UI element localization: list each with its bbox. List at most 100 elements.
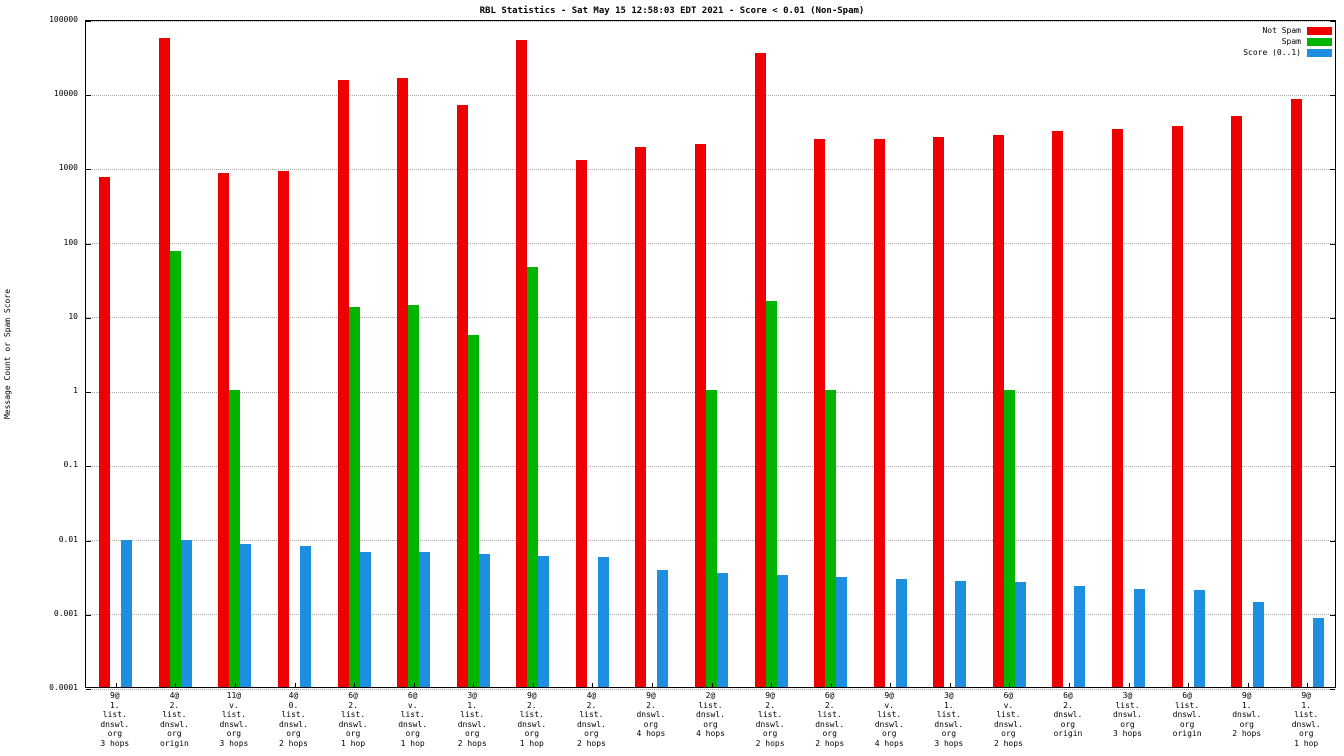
gridline bbox=[86, 688, 1335, 690]
bar-score-0-1 bbox=[538, 556, 550, 687]
x-axis-label: 4@ 0. list. dnswl. org 2 hops bbox=[279, 691, 308, 748]
x-axis-label: 9@ v. list. dnswl. org 4 hops bbox=[874, 691, 904, 748]
x-axis-tick bbox=[1307, 683, 1309, 687]
legend-label-score: Score (0..1) bbox=[1243, 48, 1301, 57]
legend-swatch-score bbox=[1307, 48, 1332, 57]
x-axis-tick bbox=[1128, 683, 1130, 687]
bar-not-spam bbox=[933, 136, 945, 687]
bar-not-spam bbox=[516, 40, 528, 687]
y-axis-tick bbox=[1330, 21, 1335, 22]
bar-score-0-1 bbox=[597, 557, 609, 687]
y-tick-label: 0.1 bbox=[63, 460, 78, 470]
x-axis-label: 2@ list. dnswl. org 4 hops bbox=[696, 691, 725, 738]
bar-score-0-1 bbox=[240, 543, 252, 687]
y-axis-tick bbox=[1330, 95, 1335, 97]
bar-spam bbox=[825, 390, 837, 687]
y-axis-tick bbox=[1330, 689, 1335, 690]
bar-spam bbox=[408, 305, 420, 687]
bar-not-spam bbox=[397, 78, 409, 687]
bar-score-0-1 bbox=[1134, 588, 1145, 687]
x-axis-label: 3@ list. dnswl. org 3 hops bbox=[1113, 691, 1142, 738]
x-axis-tick bbox=[592, 683, 594, 687]
bar-not-spam bbox=[1290, 98, 1302, 687]
chart-title: RBL Statistics - Sat May 15 12:58:03 EDT… bbox=[479, 6, 865, 16]
x-axis-label: 9@ 1. list. dnswl. org 3 hops bbox=[100, 691, 130, 748]
gridline bbox=[86, 168, 1335, 170]
y-tick-label: 1 bbox=[73, 386, 78, 396]
bar-score-0-1 bbox=[776, 575, 788, 687]
legend-swatch-not-spam bbox=[1307, 26, 1332, 35]
legend-swatch-spam bbox=[1307, 37, 1332, 46]
bar-spam bbox=[348, 307, 360, 687]
y-tick-label: 1000 bbox=[58, 163, 78, 173]
bar-score-0-1 bbox=[1253, 601, 1265, 687]
gridline bbox=[86, 20, 1335, 22]
bar-not-spam bbox=[218, 172, 230, 687]
bar-not-spam bbox=[1231, 115, 1243, 687]
y-axis-tick bbox=[86, 614, 91, 616]
bar-score-0-1 bbox=[657, 569, 669, 687]
y-tick-label: 0.001 bbox=[53, 608, 78, 618]
bar-score-0-1 bbox=[359, 551, 371, 687]
x-axis-label: 3@ 1. list. dnswl. org 3 hops bbox=[934, 691, 964, 748]
y-axis-tick bbox=[86, 317, 91, 319]
x-axis-label: 6@ 2. dnswl. org origin bbox=[1053, 691, 1083, 738]
y-tick-label: 10 bbox=[68, 311, 78, 321]
legend-item-not-spam: Not Spam bbox=[1243, 25, 1332, 36]
bar-not-spam bbox=[575, 160, 587, 687]
bar-spam bbox=[765, 300, 777, 687]
x-axis-tick bbox=[890, 683, 892, 687]
x-axis-label: 3@ 1. list. dnswl. org 2 hops bbox=[457, 691, 487, 748]
gridline bbox=[86, 94, 1335, 96]
y-axis-tick bbox=[86, 392, 91, 394]
bar-score-0-1 bbox=[300, 545, 311, 687]
bar-score-0-1 bbox=[478, 554, 490, 687]
bar-spam bbox=[706, 390, 717, 687]
x-axis-label: 9@ 2. list. dnswl. org 2 hops bbox=[755, 691, 785, 748]
y-axis-tick bbox=[86, 21, 91, 22]
y-tick-label: 10000 bbox=[53, 89, 78, 99]
x-axis-tick bbox=[651, 683, 653, 687]
x-axis-tick bbox=[532, 683, 534, 687]
bar-score-0-1 bbox=[1312, 618, 1324, 687]
y-axis-tick bbox=[86, 95, 91, 97]
x-axis-tick bbox=[234, 683, 236, 687]
bar-score-0-1 bbox=[1193, 590, 1205, 687]
x-axis-label: 4@ 2. list. dnswl. org 2 hops bbox=[576, 691, 606, 748]
bar-spam bbox=[527, 267, 539, 687]
x-axis-tick bbox=[711, 683, 713, 687]
y-axis-tick bbox=[86, 466, 91, 468]
x-axis-label: 6@ v. list. dnswl. org 2 hops bbox=[993, 691, 1023, 748]
x-axis-label: 11@ v. list. dnswl. org 3 hops bbox=[219, 691, 249, 748]
bar-score-0-1 bbox=[717, 573, 728, 687]
x-axis-tick bbox=[413, 683, 415, 687]
bar-score-0-1 bbox=[1014, 582, 1026, 687]
y-axis-tick bbox=[1330, 169, 1335, 171]
x-axis-tick bbox=[771, 683, 773, 687]
bar-score-0-1 bbox=[180, 540, 192, 687]
bar-spam bbox=[169, 250, 181, 687]
y-axis-tick bbox=[1330, 614, 1335, 616]
legend-label-not-spam: Not Spam bbox=[1262, 26, 1301, 35]
x-axis-label: 9@ 2. list. dnswl. org 1 hop bbox=[517, 691, 547, 748]
x-axis-label: 9@ 2. dnswl. org 4 hops bbox=[636, 691, 666, 738]
x-axis-tick bbox=[949, 683, 951, 687]
bar-not-spam bbox=[873, 138, 885, 687]
x-axis-label: 6@ 2. list. dnswl. org 1 hop bbox=[338, 691, 368, 748]
x-axis-label: 6@ list. dnswl. org origin bbox=[1172, 691, 1202, 738]
bar-not-spam bbox=[814, 139, 826, 687]
bar-score-0-1 bbox=[955, 580, 967, 687]
bar-score-0-1 bbox=[419, 551, 431, 687]
x-axis-tick bbox=[1188, 683, 1190, 687]
x-axis-tick bbox=[1009, 683, 1011, 687]
y-axis-tick bbox=[1330, 317, 1335, 319]
x-axis-tick bbox=[354, 683, 356, 687]
y-tick-label: 0.01 bbox=[58, 534, 78, 544]
x-axis-label: 6@ 2. list. dnswl. org 2 hops bbox=[815, 691, 845, 748]
bar-score-0-1 bbox=[121, 539, 133, 687]
gridline bbox=[86, 243, 1335, 245]
bar-score-0-1 bbox=[836, 577, 848, 687]
bar-not-spam bbox=[695, 143, 706, 687]
x-axis-tick bbox=[473, 683, 475, 687]
